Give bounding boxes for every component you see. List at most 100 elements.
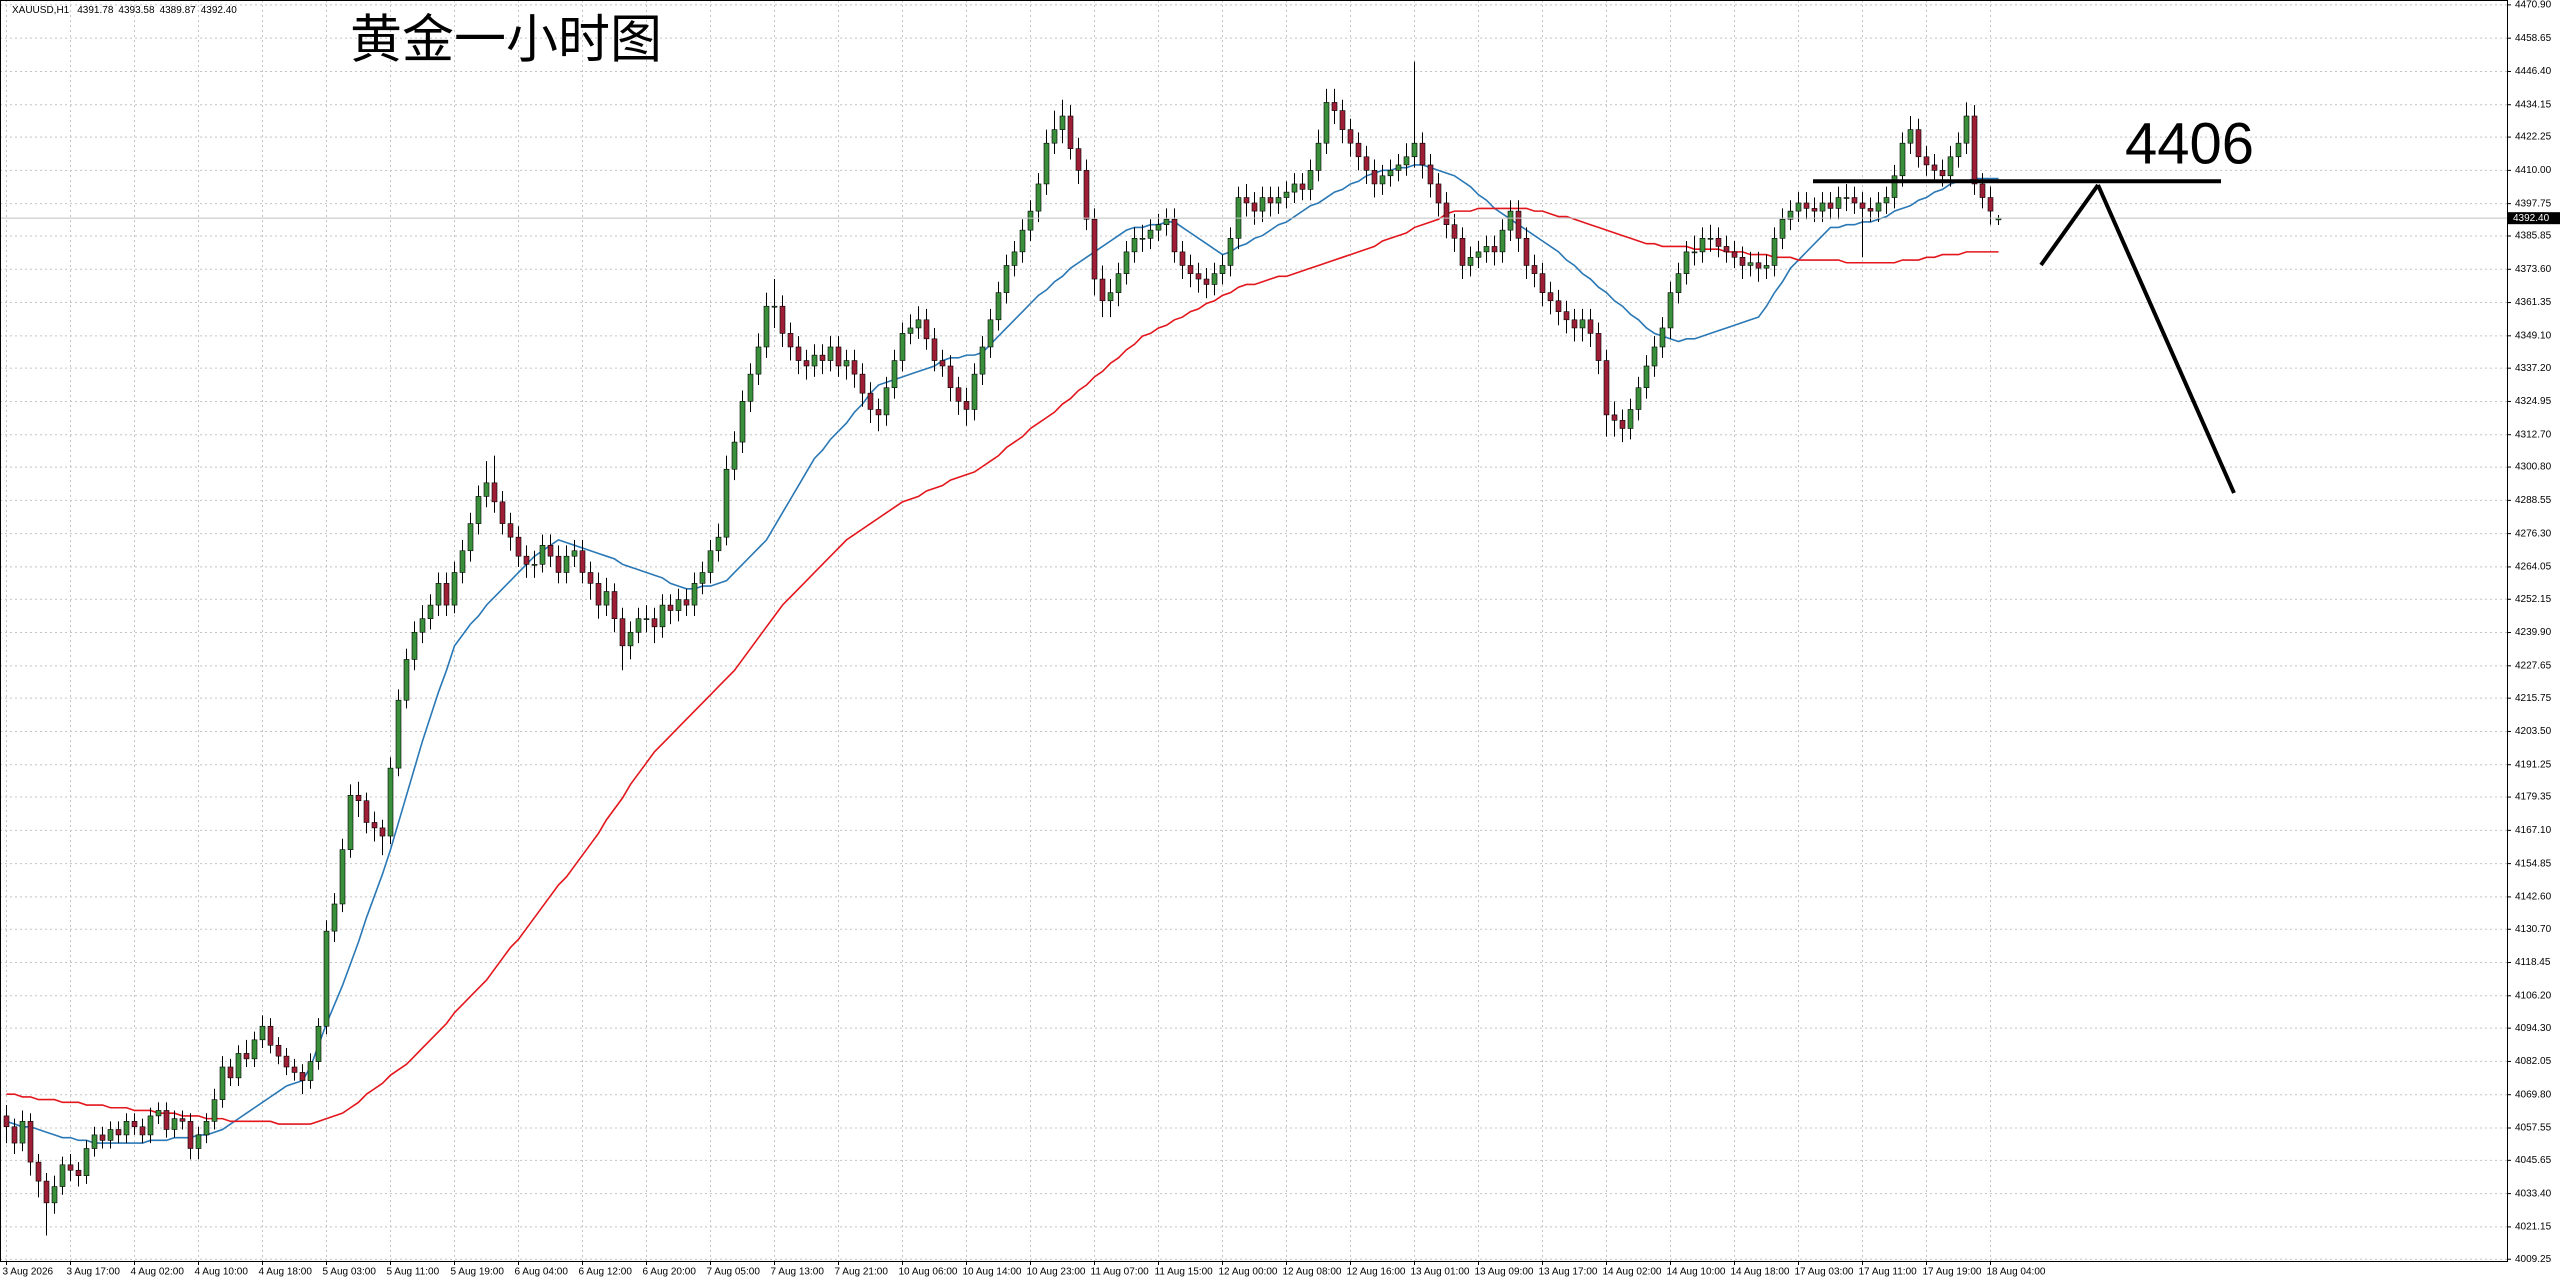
candle-body (1875, 202, 1882, 212)
x-tick-label: 17 Aug 19:00 (1923, 1267, 1982, 1278)
candle-body (763, 305, 770, 348)
candle-body (1667, 292, 1674, 329)
candle-body (1067, 115, 1074, 149)
candle-body (971, 373, 978, 410)
x-tick-label: 3 Aug 2026 (3, 1267, 54, 1278)
candle-body (1843, 197, 1850, 199)
x-tick-label: 14 Aug 18:00 (1731, 1267, 1790, 1278)
candle-body (1595, 333, 1602, 361)
candle-body (331, 903, 338, 932)
candle-body (155, 1110, 162, 1117)
candle-body (1859, 202, 1866, 209)
candle-body (675, 599, 682, 611)
candle-body (1747, 262, 1754, 266)
candle-body (291, 1066, 298, 1073)
candle-body (1171, 218, 1178, 253)
candle-body (1523, 237, 1530, 266)
grid (0, 0, 2507, 1261)
x-tick-label: 13 Aug 09:00 (1475, 1267, 1534, 1278)
candle-body (1979, 183, 1986, 198)
candle-body (987, 319, 994, 348)
y-tick-label: 4312.70 (2515, 429, 2552, 440)
candle-body (835, 346, 842, 367)
candle-body (1059, 115, 1066, 130)
y-tick-label: 4300.80 (2515, 462, 2552, 473)
candle-body (571, 550, 578, 557)
candle-body (915, 319, 922, 329)
candle-body (1243, 197, 1250, 204)
candle-body (1187, 265, 1194, 274)
candle-body (283, 1055, 290, 1068)
current-price-tag (2508, 212, 2560, 225)
candle-body (35, 1161, 42, 1182)
y-tick-label: 4215.75 (2515, 693, 2552, 704)
candle-body (1123, 251, 1130, 274)
candle-body (363, 800, 370, 823)
y-tick-label: 4227.65 (2515, 660, 2552, 671)
candle-body (1283, 191, 1290, 198)
candle-body (1491, 246, 1498, 253)
candle-body (1923, 156, 1930, 166)
candle-body (843, 360, 850, 367)
candle-body (963, 401, 970, 410)
candle-body (867, 392, 874, 410)
candle-body (539, 545, 546, 565)
candle-body (1563, 311, 1570, 321)
candle-body (19, 1121, 26, 1144)
candle-body (163, 1110, 170, 1130)
candle-body (115, 1129, 122, 1136)
y-tick-label: 4446.40 (2515, 66, 2552, 77)
candle-body (1139, 237, 1146, 240)
candle-body (203, 1121, 210, 1136)
candle-body (243, 1053, 250, 1060)
candle-body (1707, 237, 1714, 240)
candle-body (419, 618, 426, 633)
candle-body (1363, 156, 1370, 171)
candle-body (219, 1066, 226, 1100)
candle-body (1211, 273, 1218, 285)
x-tick-label: 4 Aug 10:00 (195, 1267, 249, 1278)
drawn-arrow (2039, 183, 2100, 267)
candle-body (435, 583, 442, 606)
x-tick-label: 10 Aug 06:00 (899, 1267, 958, 1278)
candle-body (1259, 197, 1266, 212)
x-tick-label: 3 Aug 17:00 (67, 1267, 121, 1278)
candle-body (67, 1164, 74, 1171)
y-tick-label: 4142.60 (2515, 892, 2552, 903)
candle-body (179, 1118, 186, 1122)
candle-body (1275, 197, 1282, 204)
y-tick-label: 4009.25 (2515, 1254, 2552, 1265)
candle-body (1107, 292, 1114, 302)
y-tick-label: 4045.65 (2515, 1155, 2552, 1166)
candle-body (1851, 197, 1858, 204)
candle-body (1947, 156, 1954, 177)
x-tick-label: 6 Aug 20:00 (643, 1267, 697, 1278)
candle-body (531, 564, 538, 566)
candle-body (1443, 202, 1450, 226)
candle-body (723, 468, 730, 538)
x-tick-label: 12 Aug 08:00 (1283, 1267, 1342, 1278)
candle-body (643, 618, 650, 620)
candle-body (427, 604, 434, 619)
x-tick-label: 7 Aug 13:00 (771, 1267, 825, 1278)
candle-body (499, 501, 506, 524)
candle-body (1531, 265, 1538, 274)
candle-body (395, 699, 402, 769)
candle-body (1611, 414, 1618, 421)
x-tick-label: 4 Aug 18:00 (259, 1267, 313, 1278)
x-tick-label: 5 Aug 11:00 (387, 1267, 440, 1278)
candle-body (251, 1039, 258, 1060)
candle-body (1075, 148, 1082, 171)
candle-body (627, 631, 634, 647)
candle-body (1003, 265, 1010, 293)
candle-body (931, 338, 938, 361)
candle-body (851, 360, 858, 375)
candle-body (27, 1121, 34, 1163)
y-tick-label: 4434.15 (2515, 99, 2552, 110)
candle-body (1467, 257, 1474, 266)
candle-body (1323, 102, 1330, 144)
candle-body (1507, 210, 1514, 231)
y-tick-label: 4033.40 (2515, 1188, 2552, 1199)
candle-body (1299, 183, 1306, 190)
candle-body (1195, 273, 1202, 280)
